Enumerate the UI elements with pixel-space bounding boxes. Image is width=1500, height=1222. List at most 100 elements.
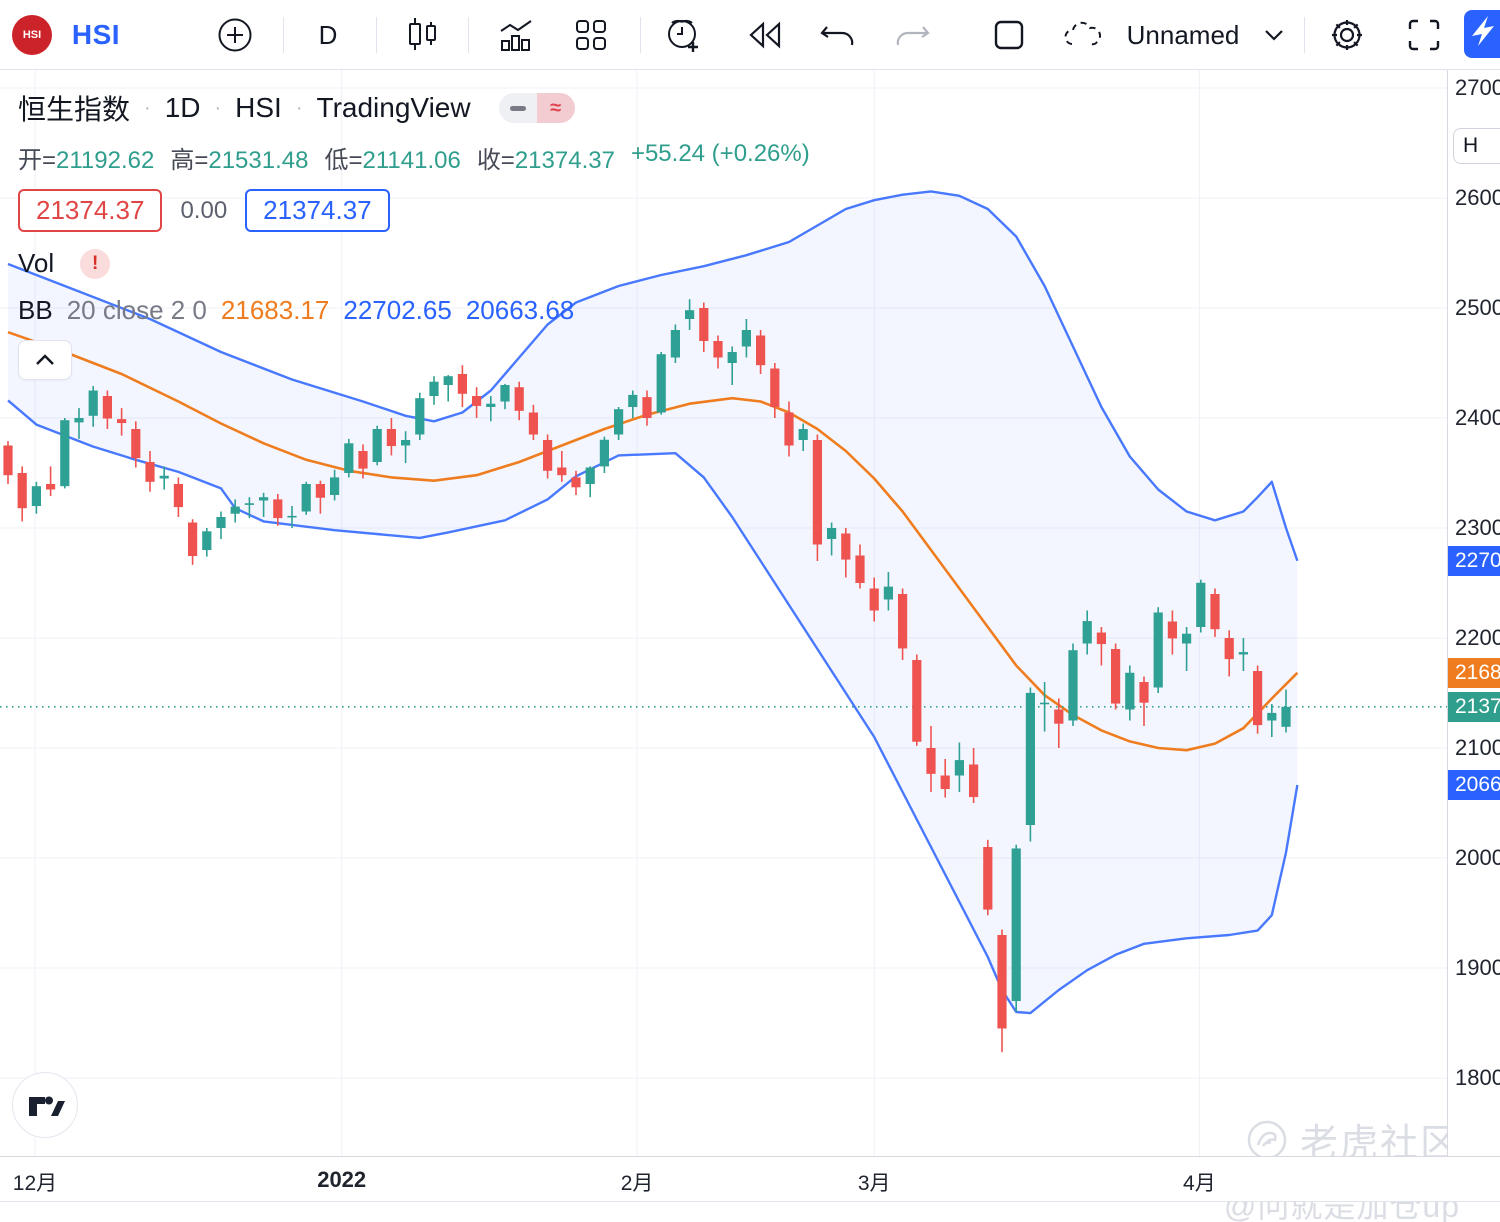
publish-button[interactable] [1464, 10, 1500, 58]
market-status-toggle[interactable]: ≈ [498, 93, 575, 123]
layout-grid-button[interactable] [566, 0, 616, 70]
candle[interactable] [472, 387, 482, 418]
candle[interactable] [202, 528, 212, 557]
candle[interactable] [798, 423, 808, 452]
alert-button[interactable] [656, 0, 710, 70]
interval-button[interactable]: D [318, 19, 338, 50]
candle[interactable] [1011, 844, 1021, 1012]
candle[interactable] [841, 528, 851, 578]
candle[interactable] [1068, 643, 1078, 727]
candle[interactable] [642, 390, 652, 426]
candle[interactable] [699, 302, 709, 353]
fullscreen-button[interactable] [1398, 0, 1450, 70]
candle[interactable] [997, 929, 1007, 1053]
candle[interactable] [74, 408, 84, 439]
axis-h-button[interactable]: H [1453, 128, 1500, 164]
candle[interactable] [230, 499, 240, 523]
candle[interactable] [954, 742, 964, 793]
candle[interactable] [571, 470, 581, 495]
buy-price-button[interactable]: 21374.37 [245, 189, 390, 232]
candle[interactable] [685, 299, 695, 330]
candle[interactable] [912, 654, 922, 746]
indicators-button[interactable] [492, 0, 542, 70]
layout-menu-button[interactable] [1254, 0, 1294, 70]
candle[interactable] [812, 434, 822, 562]
candle[interactable] [429, 376, 439, 405]
candle[interactable] [1111, 643, 1121, 710]
candle[interactable] [344, 438, 354, 478]
candle[interactable] [17, 466, 27, 522]
candle[interactable] [1153, 607, 1163, 693]
candle[interactable] [88, 386, 98, 427]
cloud-save-button[interactable] [1056, 0, 1112, 70]
candle[interactable] [557, 451, 567, 482]
candle[interactable] [31, 481, 41, 514]
undo-button[interactable] [812, 0, 862, 70]
candle[interactable] [656, 352, 666, 415]
candle[interactable] [244, 497, 254, 519]
symbol-logo[interactable]: HSI [10, 0, 54, 70]
candle[interactable] [528, 404, 538, 440]
candle[interactable] [131, 421, 141, 468]
candle[interactable] [898, 588, 908, 661]
candle[interactable] [756, 330, 766, 374]
candle[interactable] [117, 408, 127, 436]
candle[interactable] [401, 431, 411, 464]
candle[interactable] [1054, 698, 1064, 749]
candle[interactable] [926, 726, 936, 792]
symbol-button[interactable]: HSI [71, 19, 121, 50]
candle[interactable] [1025, 687, 1035, 842]
candle[interactable] [457, 365, 467, 407]
candle[interactable] [969, 748, 979, 803]
bb-upper-line[interactable] [7, 190, 1299, 562]
candle[interactable] [1125, 665, 1135, 721]
candle[interactable] [983, 839, 993, 916]
candle[interactable] [188, 519, 198, 565]
candle[interactable] [1210, 588, 1220, 637]
candle[interactable] [727, 346, 737, 386]
legend-title-row[interactable]: 恒生指数 · 1D · HSI · TradingView ≈ [18, 88, 810, 128]
candle[interactable] [585, 466, 595, 498]
candle[interactable] [1281, 689, 1291, 733]
tradingview-logo[interactable] [12, 1072, 78, 1138]
volume-row[interactable]: Vol ! [18, 248, 810, 279]
candle[interactable] [1182, 627, 1192, 671]
candle[interactable] [173, 477, 183, 517]
candle[interactable] [1139, 676, 1149, 727]
candle[interactable] [500, 383, 510, 410]
candle[interactable] [486, 396, 496, 422]
candle[interactable] [60, 418, 70, 489]
candle[interactable] [358, 444, 368, 479]
candle[interactable] [1196, 579, 1206, 633]
candle[interactable] [315, 480, 325, 514]
candle[interactable] [301, 481, 311, 515]
candle[interactable] [259, 492, 269, 517]
candle[interactable] [855, 544, 865, 589]
snapshot-layout-button[interactable] [984, 0, 1034, 70]
candle[interactable] [628, 390, 638, 419]
candle[interactable] [372, 425, 382, 466]
candle[interactable] [102, 390, 112, 430]
bollinger-row[interactable]: BB 20 close 2 0 21683.17 22702.65 20663.… [18, 295, 810, 326]
candle[interactable] [869, 577, 879, 622]
candle[interactable] [614, 407, 624, 440]
chart-style-button[interactable] [398, 0, 448, 70]
candle[interactable] [386, 418, 396, 456]
candle[interactable] [145, 451, 155, 492]
candle[interactable] [1267, 704, 1277, 737]
symbol-add-button[interactable] [210, 0, 260, 70]
candle[interactable] [1253, 665, 1263, 734]
redo-button[interactable] [888, 0, 938, 70]
candle[interactable] [46, 466, 56, 497]
candle[interactable] [1040, 682, 1050, 732]
candle[interactable] [1167, 610, 1177, 655]
candle[interactable] [940, 759, 950, 798]
candle[interactable] [1082, 610, 1092, 655]
candle[interactable] [670, 324, 680, 364]
candle[interactable] [159, 466, 169, 490]
sell-price-button[interactable]: 21374.37 [18, 189, 163, 232]
price-axis[interactable]: H 27000 26000 25000 24000 23000 22000 21000 200… [1447, 70, 1500, 1156]
candle[interactable] [287, 506, 297, 528]
candle[interactable] [1096, 627, 1106, 666]
